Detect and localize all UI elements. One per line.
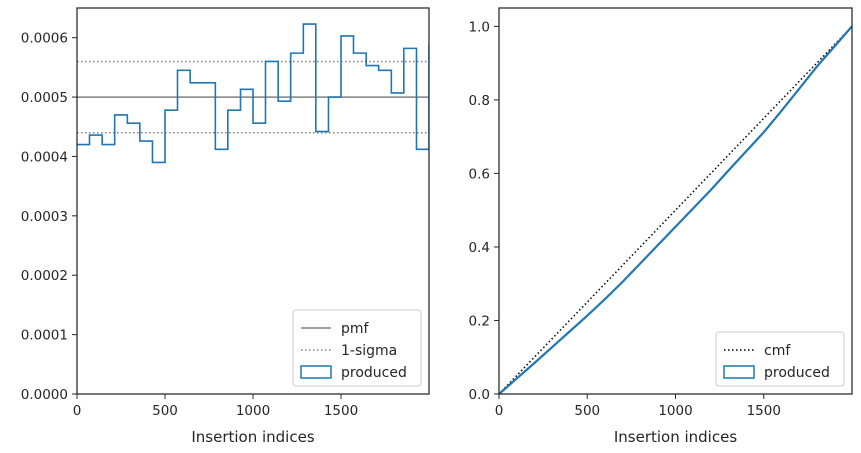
produced-point xyxy=(710,189,712,191)
left-chart-panel: 0 500 1000 1500 0.0000 0.0001 0.0002 0.0003 0.00… xyxy=(21,7,430,446)
produced-point xyxy=(780,110,783,112)
y-tick-label: 0.8 xyxy=(469,93,490,109)
x-axis-label: Insertion indices xyxy=(614,428,737,446)
y-tick-label: 0.6 xyxy=(469,166,490,182)
produced-point xyxy=(833,45,836,48)
produced-step-series xyxy=(77,23,429,164)
produced-point xyxy=(621,281,624,283)
produced-point xyxy=(639,262,641,265)
legend-swatch-produced xyxy=(723,365,755,379)
y-tick-label: 0.0004 xyxy=(21,149,68,165)
produced-point xyxy=(568,330,571,333)
plot-frame xyxy=(498,7,853,395)
produced-point xyxy=(533,362,536,364)
produced-point xyxy=(762,131,765,134)
produced-point xyxy=(604,298,606,300)
legend-box xyxy=(715,331,845,387)
x-tick-label: 1000 xyxy=(658,403,692,419)
y-tick-label: 0.4 xyxy=(469,240,490,256)
produced-point xyxy=(692,207,694,210)
produced-point xyxy=(815,66,818,68)
produced-point xyxy=(586,314,589,317)
x-tick-label: 0 xyxy=(73,403,82,419)
x-tick-label: 1500 xyxy=(747,403,781,419)
plot-frame xyxy=(76,7,430,395)
produced-point xyxy=(745,150,747,153)
y-tick-label: 1.0 xyxy=(469,19,490,35)
y-tick-label: 0.0002 xyxy=(21,268,68,284)
x-axis-label: Insertion indices xyxy=(191,428,314,446)
y-tick-label: 0.0 xyxy=(469,387,490,403)
y-tick-label: 0.0001 xyxy=(21,328,68,344)
legend-label-produced: produced xyxy=(341,365,407,381)
produced-point xyxy=(798,88,800,90)
legend-label-1-sigma: 1-sigma xyxy=(341,343,397,359)
y-tick-label: 0.0006 xyxy=(21,31,68,47)
legend-box xyxy=(292,309,422,387)
plot-area xyxy=(499,25,852,394)
legend-label-cmf: cmf xyxy=(764,343,791,359)
produced-point xyxy=(515,377,518,380)
produced-point xyxy=(657,244,659,246)
legend-swatch-produced xyxy=(300,365,332,379)
x-tick-label: 500 xyxy=(152,403,178,419)
legend-label-pmf: pmf xyxy=(341,321,370,337)
y-tick-label: 0.0000 xyxy=(21,387,68,403)
cmf-line xyxy=(499,25,852,394)
x-tick-label: 1000 xyxy=(236,403,270,419)
produced-point xyxy=(674,225,677,228)
y-tick-label: 0.0005 xyxy=(21,90,68,106)
produced-point xyxy=(551,346,553,349)
y-tick-label: 0.0003 xyxy=(21,209,68,225)
x-tick-label: 0 xyxy=(495,403,504,419)
right-chart-panel: 0 500 1000 1500 0.0 0.2 0.4 0.6 0.8 1.0 Insertion … xyxy=(469,7,853,446)
x-tick-label: 500 xyxy=(574,403,600,419)
y-tick-label: 0.2 xyxy=(469,313,490,329)
produced-point xyxy=(727,169,730,172)
legend-label-produced: produced xyxy=(764,365,830,381)
x-tick-label: 1500 xyxy=(324,403,358,419)
plot-area xyxy=(77,23,429,164)
